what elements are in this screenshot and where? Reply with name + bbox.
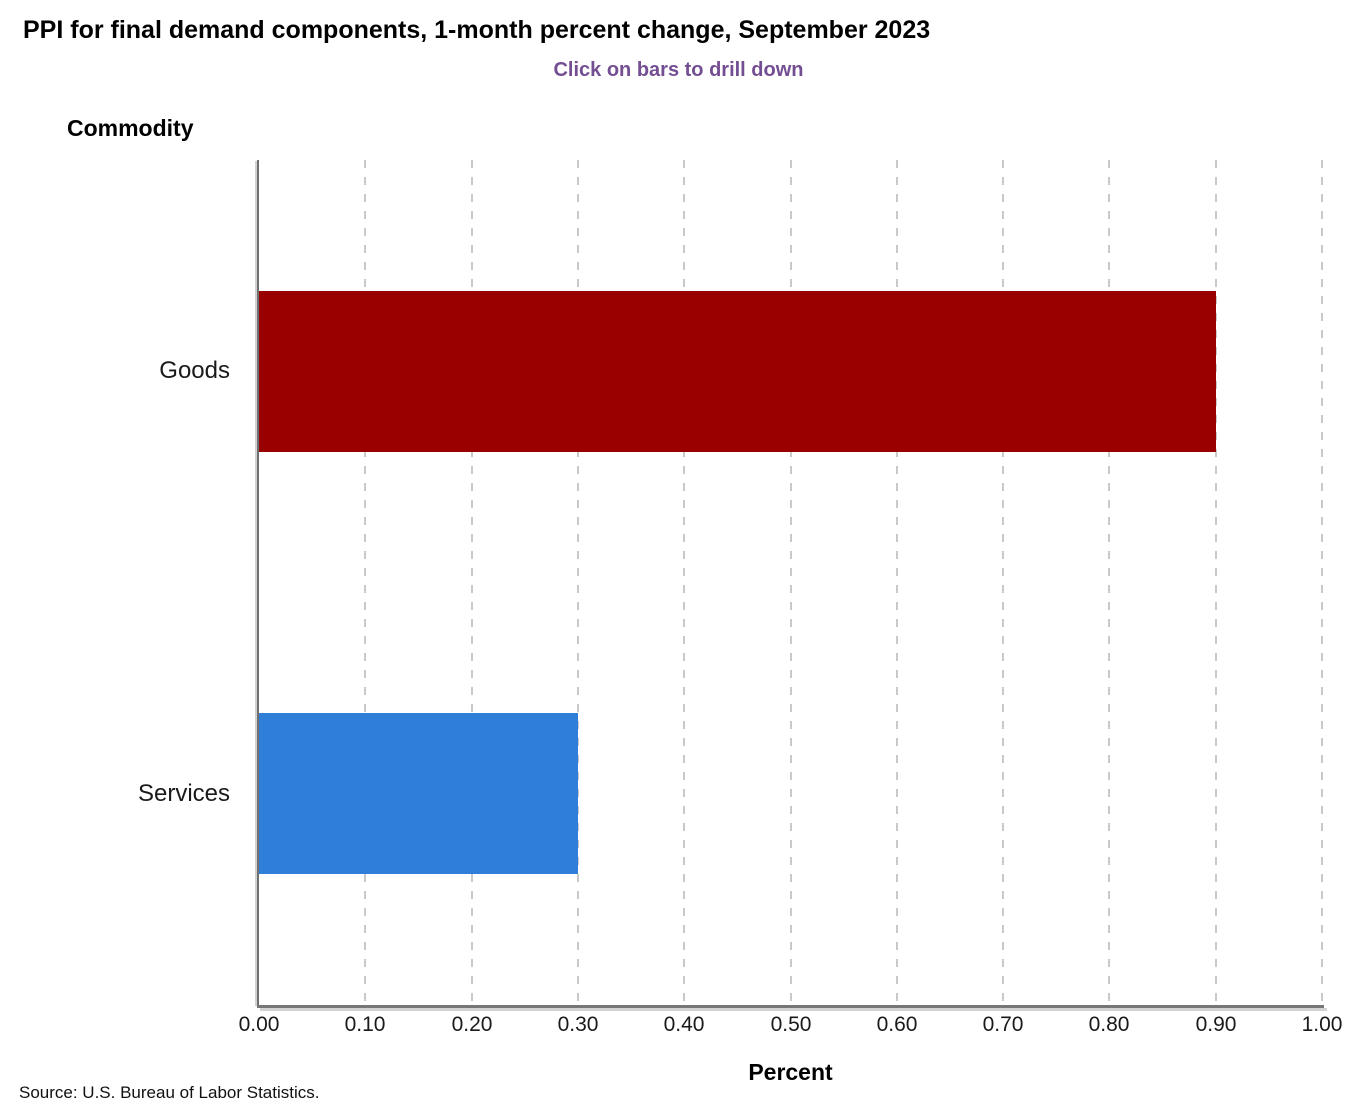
x-tick-label: 0.30 (557, 1013, 599, 1036)
gridline-x-0.30 (577, 160, 579, 1005)
chart-subtitle[interactable]: Click on bars to drill down (553, 59, 804, 81)
category-label-goods: Goods (159, 357, 230, 384)
gridline-x-0.90 (1215, 160, 1217, 1005)
chart-title: PPI for final demand components, 1-month… (23, 16, 931, 44)
x-tick-label: 0.00 (238, 1013, 280, 1036)
plot-area (257, 160, 1324, 1008)
gridline-x-0.60 (896, 160, 898, 1005)
x-tick-label: 0.60 (876, 1013, 918, 1036)
y-axis-title: Commodity (67, 115, 194, 141)
source-note: Source: U.S. Bureau of Labor Statistics. (19, 1083, 320, 1102)
x-axis-title: Percent (748, 1059, 833, 1085)
x-tick-label: 0.40 (663, 1013, 705, 1036)
gridline-x-0.20 (471, 160, 473, 1005)
bar-goods[interactable] (259, 291, 1216, 452)
gridline-x-0.50 (790, 160, 792, 1005)
bar-services[interactable] (259, 713, 578, 874)
x-tick-label: 0.70 (982, 1013, 1024, 1036)
x-axis-line (257, 1005, 1324, 1008)
x-tick-label: 0.50 (770, 1013, 812, 1036)
x-tick-label: 0.80 (1088, 1013, 1130, 1036)
x-tick-label: 1.00 (1301, 1013, 1343, 1036)
gridline-x-0.70 (1002, 160, 1004, 1005)
gridline-x-1.00 (1321, 160, 1323, 1005)
x-tick-label: 0.90 (1195, 1013, 1237, 1036)
gridline-x-0.80 (1108, 160, 1110, 1005)
x-tick-label: 0.10 (344, 1013, 386, 1036)
y-axis-line (257, 160, 259, 1005)
gridline-x-0.40 (683, 160, 685, 1005)
category-label-services: Services (137, 780, 230, 807)
gridline-x-0.10 (364, 160, 366, 1005)
x-tick-label: 0.20 (451, 1013, 493, 1036)
